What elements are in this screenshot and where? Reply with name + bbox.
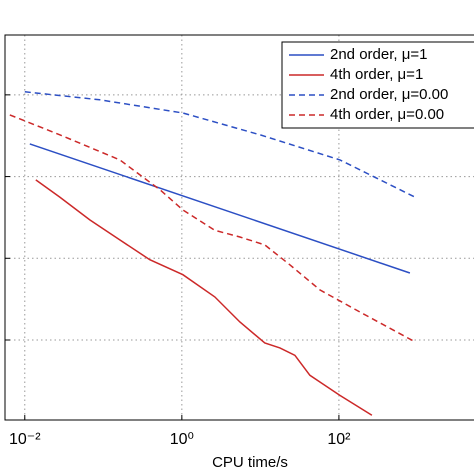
line: [29, 143, 411, 274]
line: [24, 91, 416, 198]
x-tick-label: 10²: [327, 431, 351, 448]
line: [35, 179, 373, 416]
legend-label: 2nd order, μ=1: [330, 46, 427, 63]
x-tick-label: 10⁰: [170, 431, 194, 448]
x-tick-label: 10⁻²: [9, 431, 41, 448]
legend-label: 4th order, μ=0.00: [330, 106, 444, 123]
legend-label: 2nd order, μ=0.00: [330, 86, 448, 103]
legend-label: 4th order, μ=1: [330, 66, 423, 83]
x-axis-label: CPU time/s: [212, 454, 288, 471]
legend-box: [281, 41, 474, 129]
axes-frame: [4, 34, 474, 421]
line: [9, 114, 416, 343]
